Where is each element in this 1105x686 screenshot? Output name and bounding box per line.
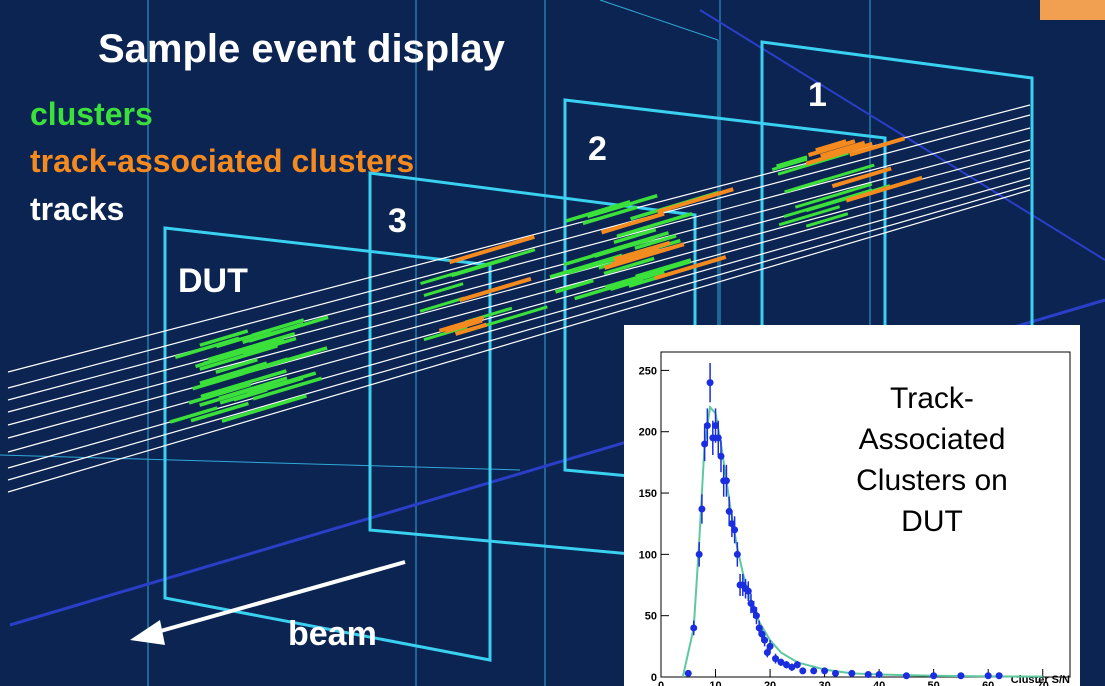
plane-label: 2	[588, 130, 607, 168]
y-tick-label: 250	[639, 365, 657, 377]
data-point	[876, 671, 883, 678]
y-tick-label: 100	[639, 549, 657, 561]
y-tick-label: 150	[639, 488, 657, 500]
x-tick-label: 20	[764, 680, 776, 686]
annotation: Associated	[859, 423, 1006, 456]
data-point	[957, 672, 964, 679]
data-point	[753, 612, 760, 619]
data-point	[685, 670, 692, 677]
slide: Sample event display clusters track-asso…	[0, 0, 1105, 686]
x-tick-label: 60	[982, 680, 994, 686]
data-point	[794, 661, 801, 668]
data-point	[698, 505, 705, 512]
data-point	[832, 670, 839, 677]
data-point	[690, 624, 697, 631]
annotation: Clusters on	[856, 464, 1008, 497]
y-tick-label: 200	[639, 427, 657, 439]
x-tick-label: 50	[928, 680, 940, 686]
data-point	[723, 477, 730, 484]
x-tick-label: 40	[873, 680, 885, 686]
data-point	[704, 422, 711, 429]
data-point	[848, 670, 855, 677]
x-tick-label: 30	[818, 680, 830, 686]
plane-label: 1	[808, 76, 827, 114]
data-point	[810, 667, 817, 674]
annotation: Track-	[890, 382, 974, 415]
y-tick-label: 0	[651, 672, 657, 684]
legend-track-clusters: track-associated clusters	[30, 143, 414, 179]
plane-label: 3	[388, 202, 407, 240]
x-tick-label: 10	[709, 680, 721, 686]
corner-accent	[1040, 0, 1105, 20]
data-point	[731, 526, 738, 533]
legend-clusters: clusters	[30, 96, 153, 132]
data-point	[761, 637, 768, 644]
x-tick-label: 0	[658, 680, 664, 686]
data-point	[821, 667, 828, 674]
data-point	[903, 672, 910, 679]
plane-label: DUT	[178, 262, 248, 300]
data-point	[865, 671, 872, 678]
data-point	[985, 672, 992, 679]
title: Sample event display	[98, 27, 506, 71]
data-point	[717, 453, 724, 460]
data-point	[696, 551, 703, 558]
data-point	[767, 643, 774, 650]
data-point	[734, 551, 741, 558]
y-tick-label: 50	[645, 611, 657, 623]
beam-label: beam	[288, 615, 377, 653]
data-point	[715, 434, 722, 441]
data-point	[996, 672, 1003, 679]
legend-tracks: tracks	[30, 191, 124, 227]
data-point	[745, 588, 752, 595]
data-point	[707, 379, 714, 386]
data-point	[799, 667, 806, 674]
data-point	[930, 672, 937, 679]
annotation: DUT	[901, 505, 963, 538]
